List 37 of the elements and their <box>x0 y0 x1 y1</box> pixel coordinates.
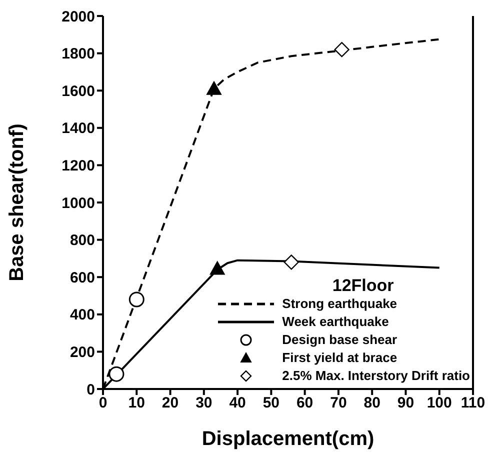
x-tick-label: 50 <box>262 394 280 412</box>
y-tick-label: 1600 <box>62 82 95 100</box>
legend-label: First yield at brace <box>282 349 398 367</box>
legend-title: 12Floor <box>331 276 395 295</box>
point <box>128 292 144 308</box>
x-tick-label: 40 <box>229 394 246 412</box>
point <box>334 42 350 58</box>
legend-label: 2.5% Max. Interstory Drift ratio <box>282 367 470 385</box>
legend-label: Week earthquake <box>282 313 389 331</box>
x-tick-label: 30 <box>196 394 212 412</box>
legend-label: Design base shear <box>282 331 398 349</box>
legend-label: Strong earthquake <box>282 295 398 313</box>
point <box>284 254 299 270</box>
x-tick-label: 90 <box>397 394 414 412</box>
x-tick-label: 110 <box>460 394 486 412</box>
y-tick-label: 1800 <box>62 46 95 63</box>
y-axis-title: Base shear(tonf) <box>6 124 28 282</box>
y-tick-label: 1000 <box>62 194 95 212</box>
x-tick-label: 20 <box>162 394 179 412</box>
y-tick-label: 800 <box>70 232 95 250</box>
x-tick-label: 100 <box>426 394 452 412</box>
x-tick-label: 60 <box>296 394 314 412</box>
y-tick-label: 200 <box>70 344 95 362</box>
y-tick-label: 600 <box>70 269 95 286</box>
x-axis-title: Displacement(cm) <box>202 428 374 450</box>
x-tick-label: 10 <box>128 394 145 412</box>
x-tick-label: 80 <box>364 394 380 412</box>
y-tick-label: 2000 <box>62 8 95 26</box>
x-tick-label: 0 <box>98 394 108 412</box>
y-tick-label: 1200 <box>62 158 95 175</box>
x-tick-label: 70 <box>330 394 347 412</box>
y-tick-label: 400 <box>70 306 95 324</box>
y-tick-label: 1400 <box>62 120 95 138</box>
point <box>210 261 225 275</box>
point <box>206 81 222 95</box>
point <box>108 366 124 382</box>
y-tick-label: 0 <box>86 381 95 398</box>
